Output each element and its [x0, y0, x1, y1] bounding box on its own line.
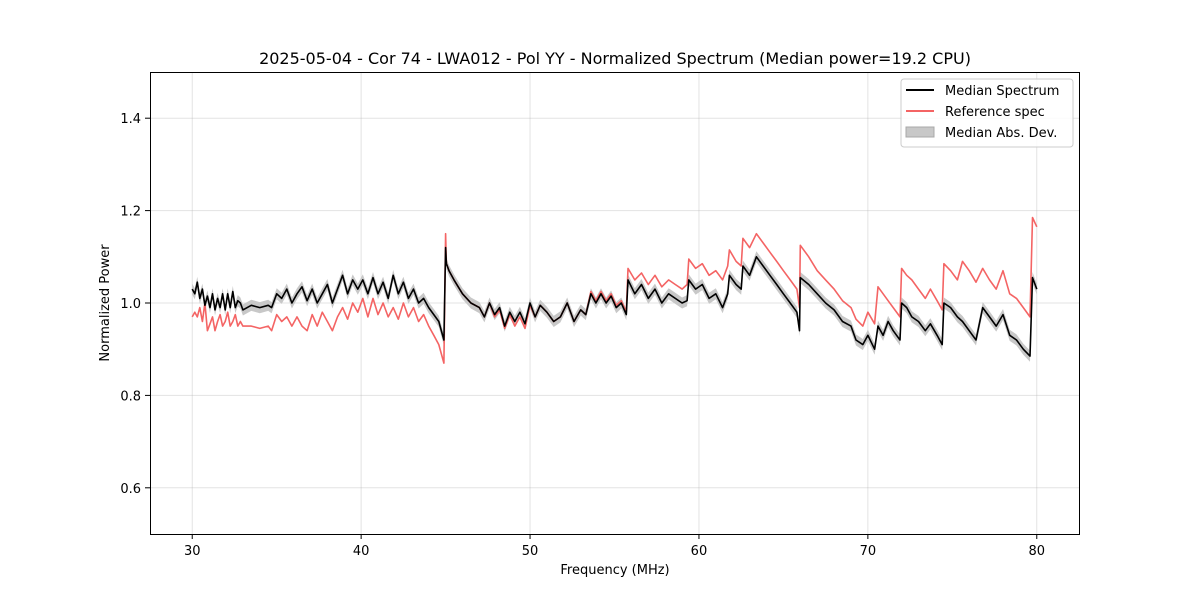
legend-label-mad: Median Abs. Dev.	[945, 126, 1057, 141]
x-axis-ticks: 30 40 50 60 70 80	[184, 534, 1045, 559]
chart-title: 2025-05-04 - Cor 74 - LWA012 - Pol YY - …	[259, 49, 971, 68]
x-tick-label: 30	[184, 544, 201, 559]
x-tick-label: 60	[691, 544, 708, 559]
series-lines	[191, 216, 1038, 364]
median-spectrum-line	[191, 246, 1038, 357]
legend-label-reference: Reference spec	[945, 105, 1045, 120]
y-tick-label: 0.6	[120, 482, 141, 497]
legend-label-median: Median Spectrum	[945, 84, 1059, 99]
x-tick-label: 50	[522, 544, 539, 559]
y-tick-label: 1.2	[120, 205, 141, 220]
x-tick-label: 40	[353, 544, 370, 559]
x-tick-label: 80	[1028, 544, 1045, 559]
legend: Median Spectrum Reference spec Median Ab…	[900, 78, 1074, 148]
y-axis-label: Normalized Power	[98, 244, 113, 362]
y-axis-ticks: 0.6 0.8 1.0 1.2 1.4	[120, 112, 150, 497]
y-tick-label: 0.8	[120, 389, 141, 404]
x-axis-label: Frequency (MHz)	[560, 563, 669, 578]
plot-frame	[150, 72, 1080, 535]
legend-box	[900, 78, 1074, 148]
legend-swatch-mad	[905, 126, 935, 138]
y-tick-label: 1.4	[120, 112, 141, 127]
x-tick-label: 70	[860, 544, 877, 559]
y-tick-label: 1.0	[120, 297, 141, 312]
